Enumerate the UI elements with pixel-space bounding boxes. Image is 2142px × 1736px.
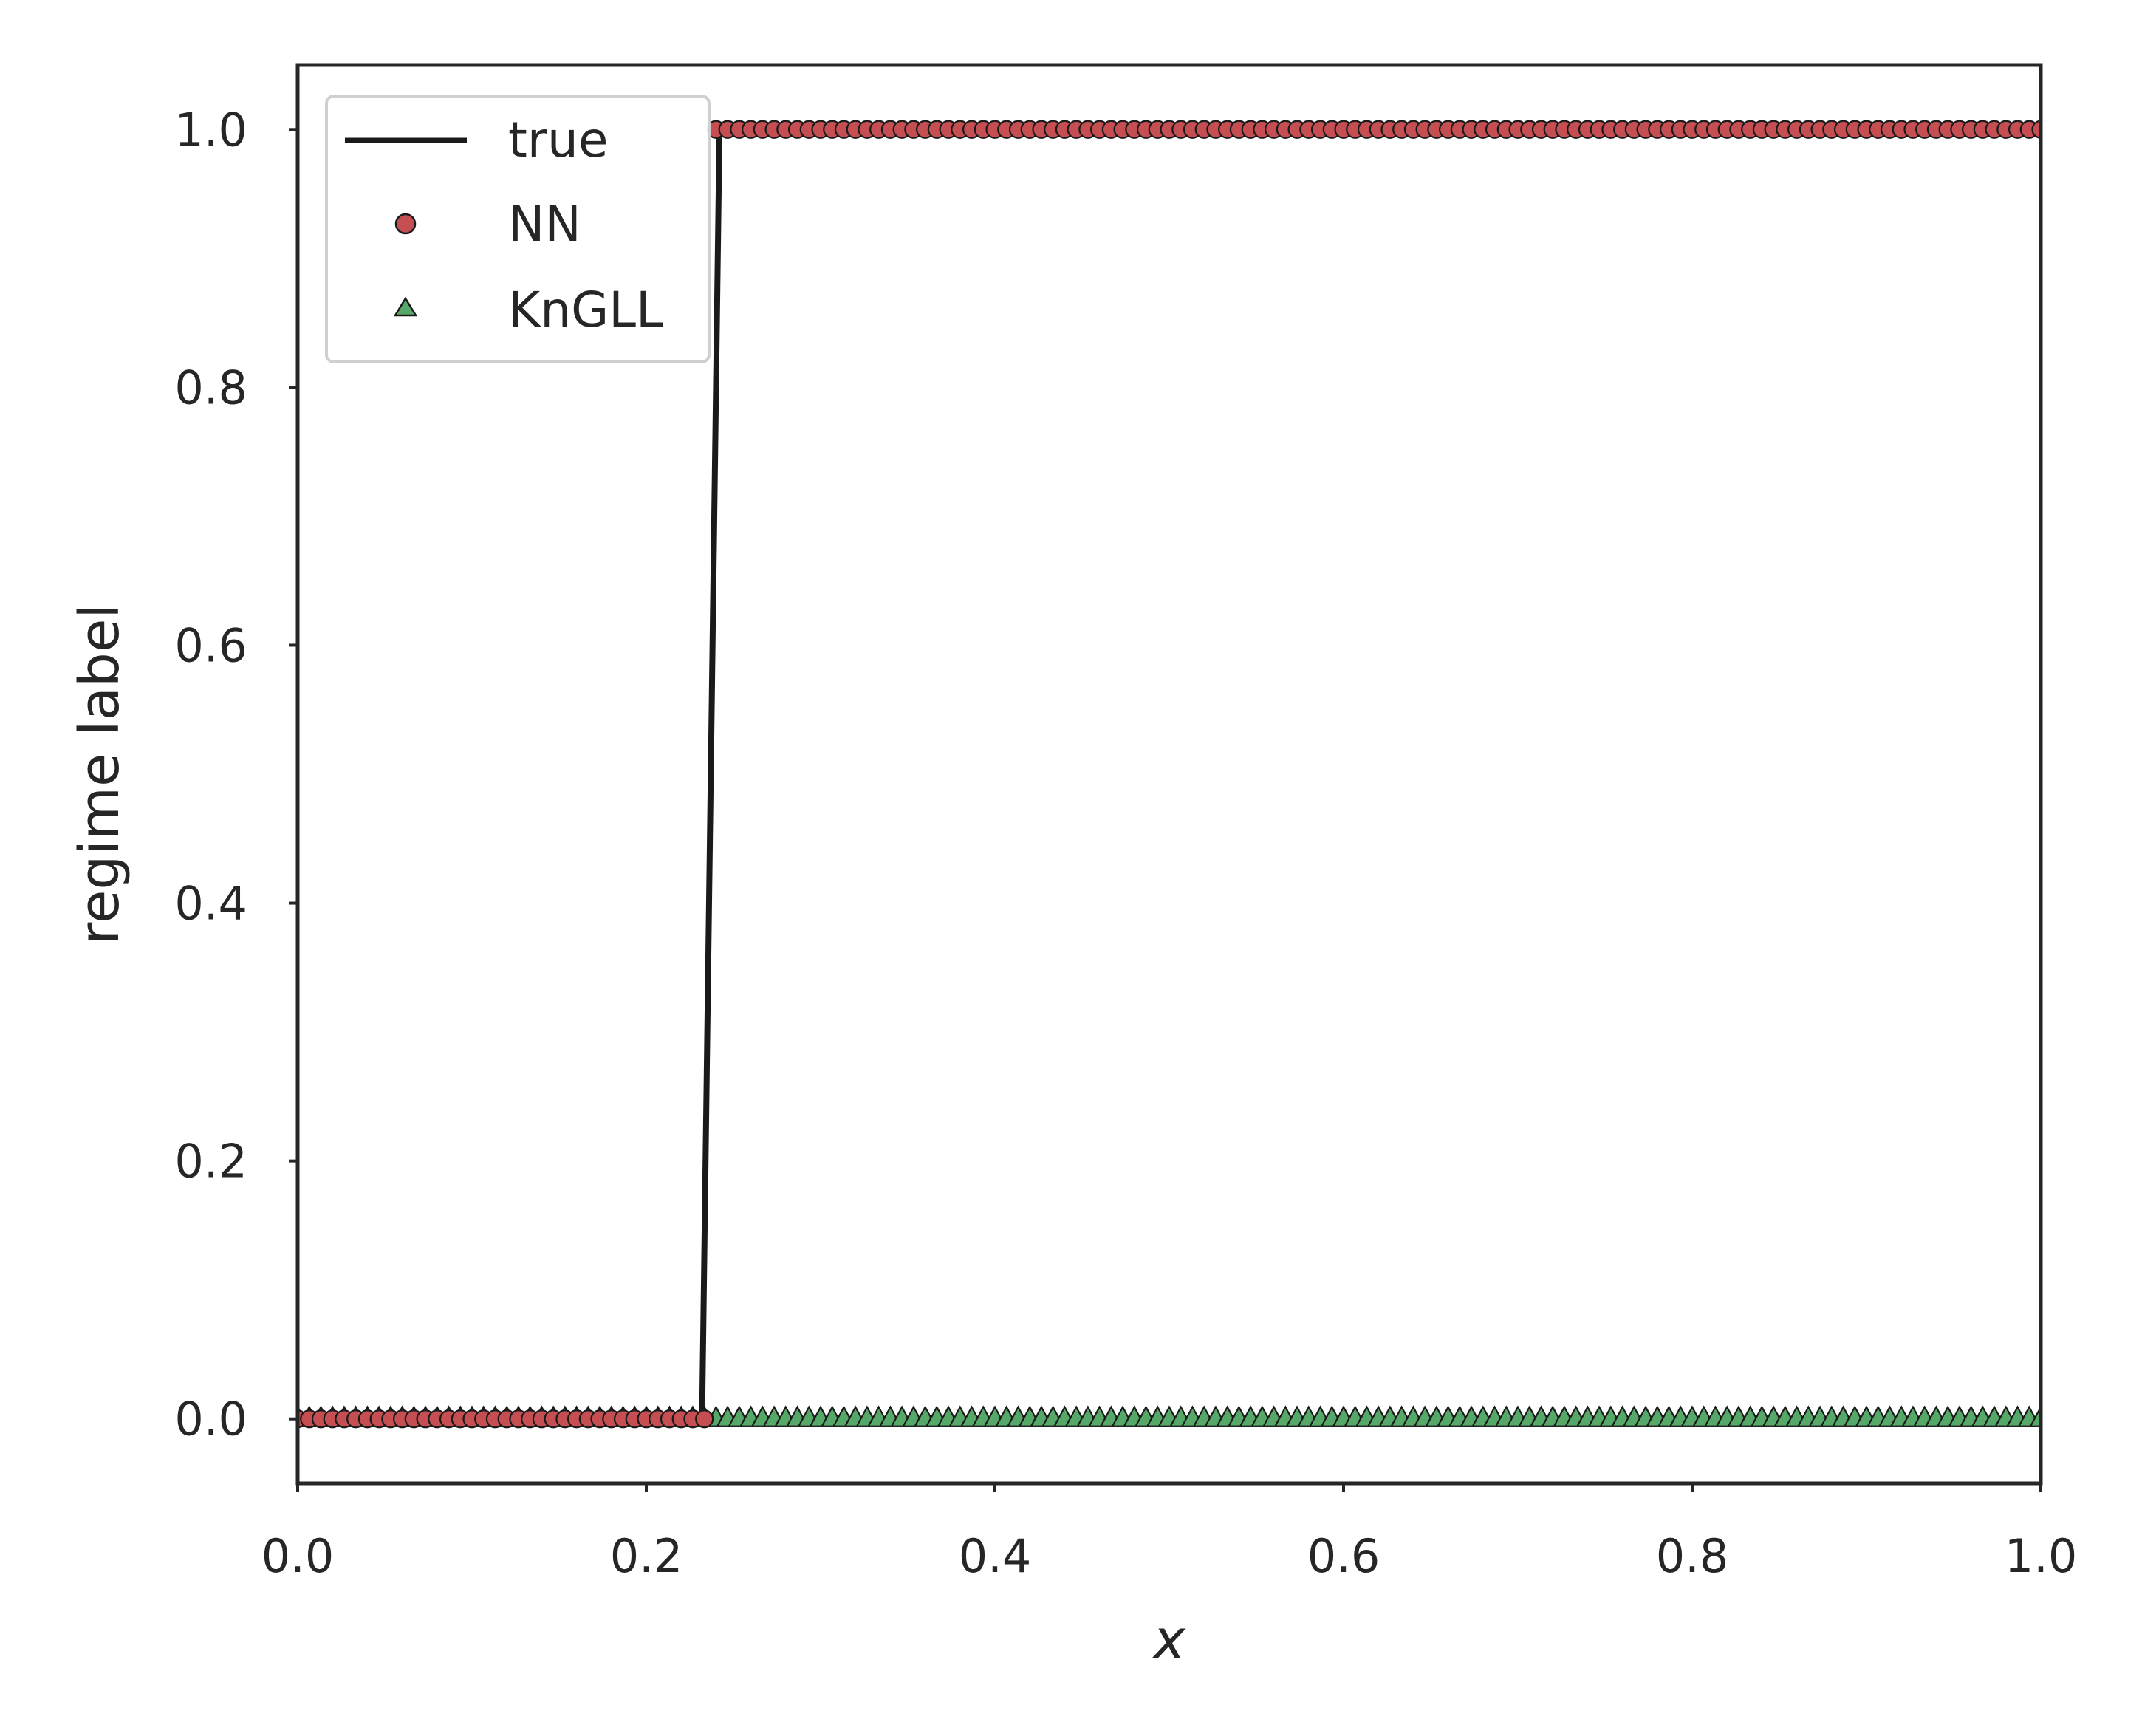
legend-nn-marker [394, 213, 417, 235]
nn-point [2031, 120, 2041, 139]
x-tick-label: 1.0 [2005, 1529, 2078, 1583]
x-tick-label: 0.8 [1656, 1529, 1729, 1583]
legend: true NN KnGLL [325, 95, 711, 363]
plot-inner [298, 120, 2041, 1429]
y-tick-label: 0.2 [174, 1135, 247, 1189]
x-tick-label: 0.4 [959, 1529, 1032, 1583]
plot-frame [295, 63, 2043, 1486]
knglL-point [2029, 1405, 2041, 1427]
y-tick-label: 0.4 [174, 877, 247, 931]
y-tick-label: 0.6 [174, 618, 247, 672]
x-axis-label: x [1152, 1608, 1186, 1672]
y-tick-label: 1.0 [174, 103, 247, 157]
legend-knglL-label: KnGLL [508, 281, 663, 338]
legend-box [325, 95, 711, 363]
x-axis-ticks: 0.0 0.2 0.4 0.6 0.8 1.0 [261, 1483, 2078, 1583]
x-tick-label: 0.0 [261, 1529, 335, 1583]
y-axis-ticks: 0.0 0.2 0.4 0.6 0.8 1.0 [174, 103, 298, 1446]
legend-knglL-marker [393, 296, 418, 317]
x-tick-label: 0.6 [1307, 1529, 1380, 1583]
y-tick-label: 0.0 [174, 1392, 247, 1446]
legend-true-label: true [508, 112, 608, 168]
y-axis-label: regime label [68, 604, 131, 945]
y-tick-label: 0.8 [174, 360, 247, 414]
legend-nn-label: NN [508, 196, 581, 253]
plot-area [298, 120, 2041, 1429]
x-tick-label: 0.2 [610, 1529, 683, 1583]
nn-point [695, 1409, 714, 1429]
